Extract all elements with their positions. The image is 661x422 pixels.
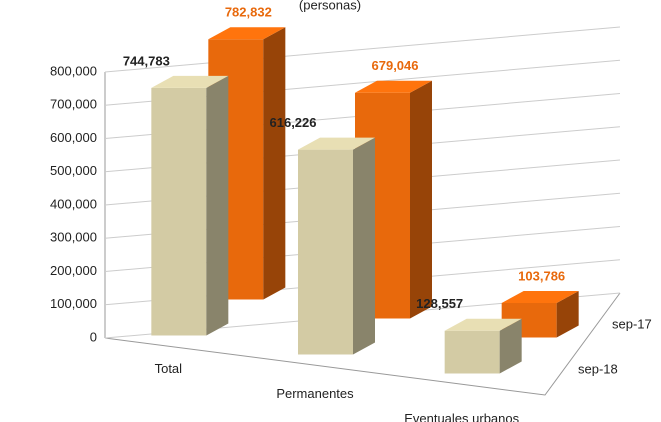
y-tick-label: 100,000 bbox=[50, 296, 97, 311]
x-tick-label: Eventuales urbanos bbox=[404, 411, 519, 422]
bar bbox=[444, 318, 522, 374]
bar-side bbox=[206, 75, 229, 336]
x-tick-label: Permanentes bbox=[276, 386, 354, 401]
y-tick-label: 700,000 bbox=[50, 97, 97, 112]
value-label: 679,046 bbox=[372, 58, 419, 73]
y-tick-label: 800,000 bbox=[50, 63, 97, 78]
y-tick-label: 0 bbox=[90, 329, 97, 344]
bar-top bbox=[501, 290, 579, 303]
bar-side bbox=[556, 290, 579, 338]
value-label: 782,832 bbox=[225, 5, 272, 20]
chart-subtitle: (personas) bbox=[299, 0, 361, 12]
bar-front bbox=[298, 149, 353, 355]
legend-label: sep-17 bbox=[612, 316, 652, 331]
bar bbox=[151, 75, 229, 336]
floor-edge bbox=[104, 292, 621, 396]
bar-side bbox=[410, 80, 432, 319]
bar-side bbox=[499, 318, 522, 374]
y-tick-label: 400,000 bbox=[50, 196, 97, 211]
bar-top bbox=[151, 75, 229, 88]
y-tick-label: 200,000 bbox=[50, 263, 97, 278]
value-label: 616,226 bbox=[270, 115, 317, 130]
bar-side bbox=[353, 137, 375, 355]
y-tick-label: 300,000 bbox=[50, 230, 97, 245]
value-label: 103,786 bbox=[518, 268, 565, 283]
y-tick-label: 500,000 bbox=[50, 163, 97, 178]
bar-front bbox=[444, 330, 500, 374]
bar-side bbox=[263, 27, 286, 300]
grid-line bbox=[104, 26, 621, 73]
value-label: 128,557 bbox=[416, 296, 463, 311]
bar-top bbox=[208, 27, 286, 40]
bar bbox=[298, 137, 375, 355]
bar-top bbox=[298, 137, 375, 150]
bar-front bbox=[151, 87, 207, 336]
x-tick-label: Total bbox=[155, 361, 183, 376]
bar-top bbox=[444, 318, 522, 331]
y-tick-label: 600,000 bbox=[50, 130, 97, 145]
legend-label: sep-18 bbox=[578, 361, 618, 376]
bar-top bbox=[355, 80, 432, 93]
value-label: 744,783 bbox=[123, 53, 170, 68]
